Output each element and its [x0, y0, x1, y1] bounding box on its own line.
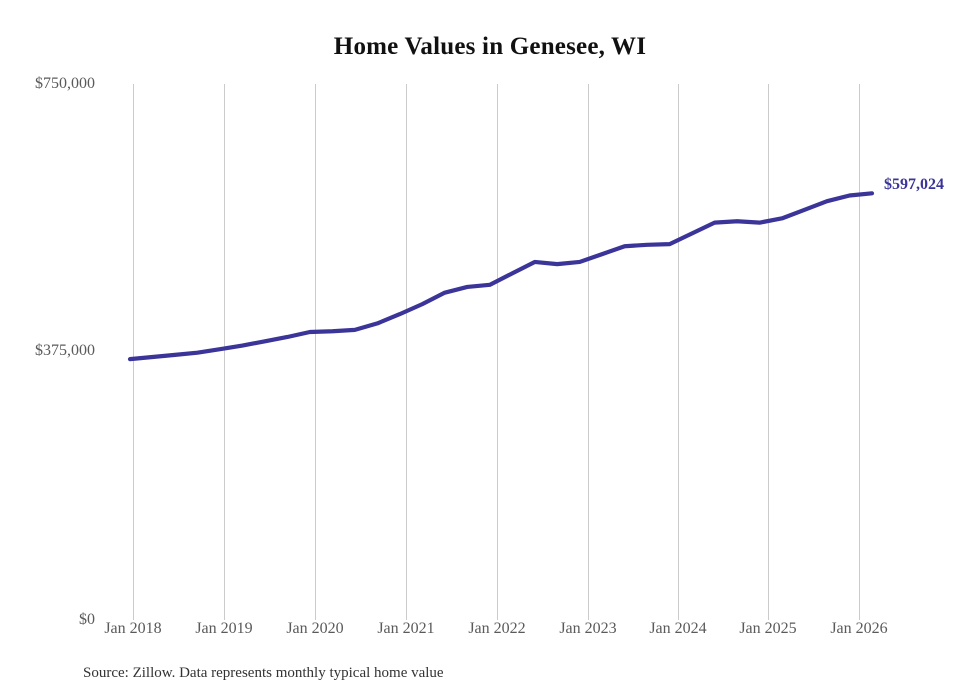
- y-axis-tick-375000: $375,000: [35, 342, 95, 359]
- x-axis-tick-jan-2025: Jan 2025: [739, 620, 797, 637]
- gridline-jan-2019: [224, 84, 225, 620]
- x-axis-tick-jan-2022: Jan 2022: [468, 620, 526, 637]
- gridline-jan-2026: [859, 84, 860, 620]
- gridline-jan-2020: [315, 84, 316, 620]
- chart-title: Home Values in Genesee, WI: [333, 33, 647, 60]
- x-axis-tick-jan-2021: Jan 2021: [377, 620, 435, 637]
- y-axis-tick-0: $0: [79, 611, 95, 628]
- gridline-jan-2025: [768, 84, 769, 620]
- gridline-jan-2018: [133, 84, 134, 620]
- gridline-jan-2023: [588, 84, 589, 620]
- x-axis-tick-jan-2023: Jan 2023: [559, 620, 617, 637]
- gridline-jan-2021: [406, 84, 407, 620]
- gridline-jan-2024: [678, 84, 679, 620]
- end-value-label: $597,024: [884, 176, 944, 193]
- x-axis-tick-jan-2019: Jan 2019: [195, 620, 253, 637]
- gridline-jan-2022: [497, 84, 498, 620]
- y-axis-tick-750000: $750,000: [35, 75, 95, 92]
- x-axis-tick-jan-2026: Jan 2026: [830, 620, 888, 637]
- x-axis-tick-jan-2020: Jan 2020: [286, 620, 344, 637]
- x-axis-tick-jan-2024: Jan 2024: [649, 620, 707, 637]
- source-note: Source: Zillow. Data represents monthly …: [83, 665, 444, 681]
- x-axis-tick-jan-2018: Jan 2018: [104, 620, 162, 637]
